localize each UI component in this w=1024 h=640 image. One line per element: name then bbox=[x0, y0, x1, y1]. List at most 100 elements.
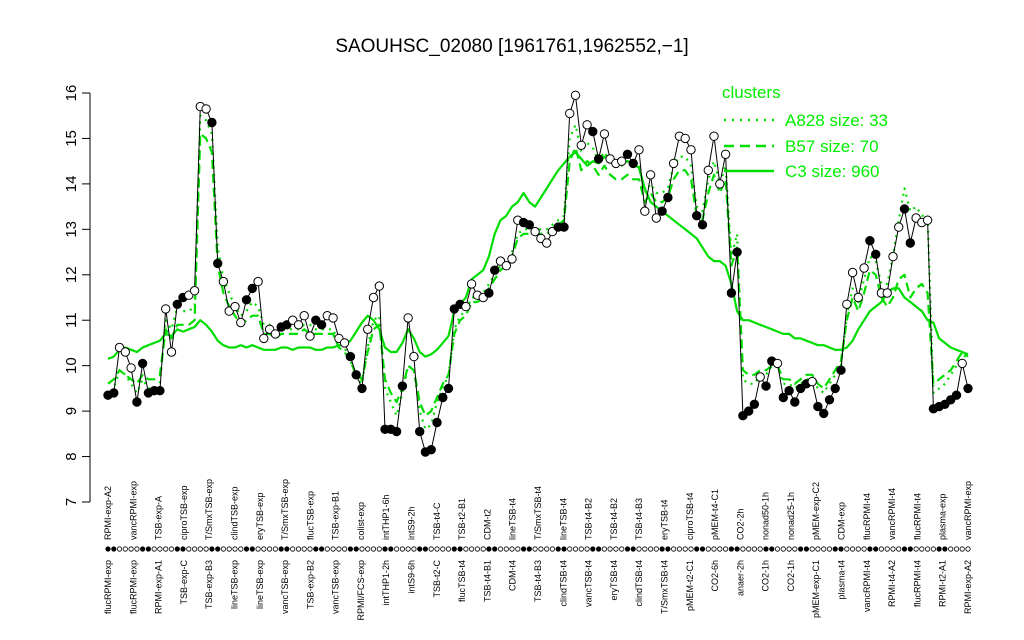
rug-mark bbox=[209, 546, 215, 552]
rug-mark bbox=[215, 546, 221, 552]
data-point bbox=[599, 129, 610, 139]
rug-mark bbox=[578, 546, 584, 552]
rug-mark bbox=[734, 546, 740, 552]
top-tick-label: vancRPMI-exp bbox=[963, 481, 973, 540]
rug-mark bbox=[428, 546, 434, 552]
data-point bbox=[565, 108, 575, 119]
rug-mark bbox=[295, 546, 302, 552]
data-point bbox=[882, 288, 892, 298]
rug-mark bbox=[197, 546, 203, 552]
rug-mark bbox=[434, 546, 440, 552]
data-point bbox=[720, 149, 731, 160]
rug-mark bbox=[526, 546, 532, 552]
rug-mark bbox=[249, 546, 255, 552]
rug-mark bbox=[255, 546, 261, 552]
data-point bbox=[732, 247, 742, 257]
top-tick-label: clindTSB-exp bbox=[229, 486, 239, 540]
rug-mark bbox=[180, 546, 186, 552]
data-point bbox=[236, 317, 246, 328]
y-tick-label: 9 bbox=[63, 407, 80, 415]
data-point bbox=[397, 381, 408, 391]
data-point bbox=[772, 358, 783, 369]
rug-mark bbox=[192, 546, 198, 552]
data-point bbox=[109, 388, 119, 398]
y-tick-label: 16 bbox=[63, 85, 80, 102]
rug-mark bbox=[630, 546, 636, 552]
data-point bbox=[132, 397, 142, 407]
data-point bbox=[790, 397, 800, 407]
data-point bbox=[524, 220, 534, 230]
rug-mark bbox=[549, 546, 556, 552]
y-tick-label: 15 bbox=[63, 130, 80, 147]
top-tick-label: eryTSB-t4 bbox=[659, 499, 669, 540]
rug-mark bbox=[561, 546, 567, 552]
y-tick-label: 8 bbox=[63, 452, 80, 460]
rug-mark bbox=[157, 546, 163, 552]
rug-mark bbox=[480, 546, 486, 552]
rug-mark bbox=[238, 546, 244, 552]
rug-mark bbox=[544, 546, 550, 552]
rug-mark bbox=[111, 546, 117, 552]
rug-mark bbox=[867, 546, 873, 552]
data-point bbox=[161, 304, 171, 314]
top-tick-label: lineTSB-t4 bbox=[558, 498, 568, 540]
rug-mark bbox=[532, 546, 538, 552]
rug-mark bbox=[365, 546, 371, 552]
bottom-tick-label: CDM-t4 bbox=[508, 560, 518, 591]
top-tick-label: TSB-t4-C bbox=[432, 502, 442, 540]
rug-mark bbox=[515, 546, 521, 552]
data-point bbox=[582, 120, 592, 130]
rug-mark bbox=[786, 546, 792, 552]
top-tick-label: TSB-t4-B3 bbox=[634, 498, 644, 540]
data-point bbox=[951, 390, 962, 400]
data-point bbox=[218, 276, 229, 287]
data-point bbox=[391, 426, 402, 437]
data-point bbox=[166, 347, 177, 357]
rug-mark bbox=[769, 546, 775, 552]
top-tick-label: CDM-exp bbox=[837, 502, 847, 540]
data-point bbox=[490, 265, 500, 275]
top-tick-label: ciproTSB-exp bbox=[179, 485, 189, 540]
data-point bbox=[755, 372, 765, 382]
rug-mark bbox=[445, 546, 452, 552]
data-point bbox=[761, 381, 771, 391]
y-axis: 7 8 9 10 11 12 13 14 15 16 bbox=[63, 85, 91, 506]
rug-mark bbox=[261, 546, 267, 552]
data-point bbox=[957, 358, 967, 369]
rug-mark bbox=[290, 546, 296, 552]
data-point bbox=[305, 331, 315, 341]
top-tick-label: RPMI-exp-A2 bbox=[103, 486, 113, 540]
bottom-tick-label: CO2-1h bbox=[761, 560, 771, 592]
rug-mark bbox=[890, 546, 896, 552]
rug-mark bbox=[266, 546, 273, 552]
rug-mark bbox=[203, 546, 209, 552]
y-tick-label: 11 bbox=[63, 312, 80, 328]
bottom-tick-label: TSB-exp-C bbox=[179, 560, 189, 605]
top-tick-label: T/SmxTSB-exp bbox=[280, 479, 290, 540]
bottom-tick-label: flucRPMI-exp bbox=[103, 560, 113, 614]
top-tick-label: lineTSB-t4 bbox=[508, 498, 518, 540]
rug-mark bbox=[607, 546, 613, 552]
bottom-tick-label: plasma-t4 bbox=[837, 560, 847, 600]
data-point bbox=[622, 149, 633, 160]
rug-mark bbox=[809, 546, 815, 552]
rug-mark bbox=[145, 546, 151, 552]
rug-mark bbox=[659, 546, 665, 552]
y-tick-label: 14 bbox=[63, 176, 80, 193]
rug-mark bbox=[774, 546, 781, 552]
rug-mark bbox=[826, 546, 833, 552]
rug-mark bbox=[803, 546, 810, 552]
cluster-line-c3 bbox=[107, 151, 969, 360]
top-tick-label: pMEM-exp-C2 bbox=[811, 482, 821, 540]
rug-mark bbox=[936, 546, 942, 552]
bottom-tick-label: TSB-t2-C bbox=[432, 560, 442, 598]
data-point bbox=[703, 165, 713, 176]
data-point bbox=[617, 156, 627, 166]
rug-mark bbox=[440, 546, 446, 552]
data-point bbox=[899, 204, 910, 214]
rug-mark bbox=[959, 546, 965, 552]
rug-mark bbox=[411, 546, 417, 552]
rug-mark bbox=[832, 546, 838, 552]
data-point bbox=[645, 170, 656, 180]
